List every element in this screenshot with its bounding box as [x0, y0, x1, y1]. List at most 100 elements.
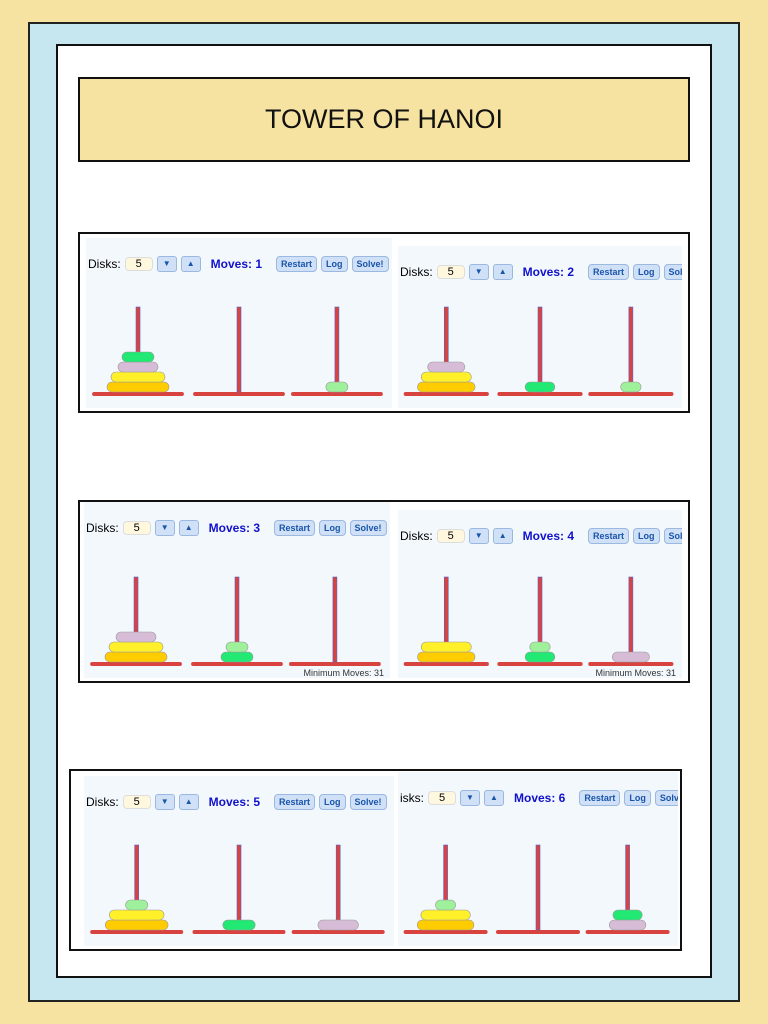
base: [291, 392, 383, 396]
disk: [529, 641, 551, 653]
disks-input[interactable]: 5: [436, 529, 465, 543]
base: [585, 930, 670, 934]
base: [92, 392, 184, 396]
button[interactable]: Restart: [588, 528, 630, 544]
disks-label: Disks:: [86, 795, 119, 809]
base: [289, 662, 381, 666]
button[interactable]: Restart: [274, 520, 316, 536]
disks-input[interactable]: 5: [122, 521, 151, 535]
decrease-button[interactable]: ▼: [468, 528, 489, 544]
base: [403, 662, 489, 666]
peg: [332, 576, 338, 663]
base: [403, 392, 489, 396]
disk: [104, 651, 168, 663]
disk: [524, 381, 556, 393]
disks-label: Disks:: [88, 257, 121, 271]
disk: [317, 919, 359, 931]
disk: [435, 899, 456, 911]
disk: [420, 641, 472, 653]
disk: [612, 651, 650, 663]
disk: [222, 919, 256, 931]
decrease-button[interactable]: ▼: [154, 520, 175, 536]
peg: [537, 306, 543, 393]
minimum-moves: Minimum Moves: 31: [595, 668, 676, 678]
decrease-button[interactable]: ▼: [460, 790, 480, 806]
button[interactable]: Log: [321, 256, 348, 272]
disk: [115, 631, 157, 643]
disks-label: Disks:: [86, 521, 119, 535]
moves: Moves: 2: [522, 265, 575, 279]
panel: Disks: 5 ▼ ▲ Moves: 3 Restart Log Solve! Minimum…: [84, 502, 390, 678]
disks-label: Disks:: [400, 529, 433, 543]
decrease-button[interactable]: ▼: [468, 264, 489, 280]
disk: [620, 381, 642, 393]
base: [497, 662, 583, 666]
towers: [403, 576, 674, 666]
button[interactable]: Solve!: [663, 264, 682, 280]
disks-label: isks:: [400, 791, 424, 805]
increase-button[interactable]: ▲: [492, 264, 513, 280]
base: [496, 930, 580, 934]
increase-button[interactable]: ▲: [180, 256, 201, 272]
peg: [236, 844, 242, 931]
toolbar: Disks: 5 ▼ ▲ Moves: 1 Restart Log Solve!: [88, 256, 389, 272]
disks-input[interactable]: 5: [428, 791, 456, 805]
panel: Disks: 5 ▼ ▲ Moves: 1 Restart Log Solve!: [86, 238, 392, 408]
disk: [417, 381, 476, 393]
disks-input[interactable]: 5: [436, 265, 465, 279]
disks-input[interactable]: 5: [124, 257, 153, 271]
button[interactable]: Solve!: [349, 520, 387, 536]
moves: Moves: 5: [208, 795, 261, 809]
moves: Moves: 6: [514, 791, 566, 805]
disk: [110, 371, 166, 383]
peg: [535, 844, 541, 931]
towers: [403, 306, 674, 396]
button[interactable]: Solve!: [349, 794, 387, 810]
base: [192, 930, 286, 934]
button[interactable]: Log: [633, 264, 660, 280]
disk: [125, 899, 149, 911]
button[interactable]: Log: [319, 794, 346, 810]
button[interactable]: Restart: [588, 264, 630, 280]
disk: [225, 641, 249, 653]
decrease-button[interactable]: ▼: [154, 794, 175, 810]
disk: [427, 361, 466, 373]
base: [588, 662, 674, 666]
towers: [90, 576, 381, 666]
button[interactable]: Log: [624, 790, 651, 806]
disk: [108, 641, 164, 653]
title: TOWER OF HANOI: [78, 77, 690, 162]
button[interactable]: Restart: [579, 790, 621, 806]
disk: [608, 919, 647, 931]
disk: [420, 371, 472, 383]
base: [403, 930, 488, 934]
peg: [335, 844, 341, 931]
base: [193, 392, 285, 396]
increase-button[interactable]: ▲: [178, 794, 199, 810]
button[interactable]: Solve!: [351, 256, 389, 272]
disk: [420, 909, 471, 921]
increase-button[interactable]: ▲: [492, 528, 513, 544]
button[interactable]: Log: [633, 528, 660, 544]
toolbar: Disks: 5 ▼ ▲ Moves: 5 Restart Log Solve!: [86, 794, 387, 810]
disk: [417, 651, 476, 663]
disk: [109, 909, 165, 921]
disk: [220, 651, 254, 663]
disks-input[interactable]: 5: [122, 795, 151, 809]
increase-button[interactable]: ▲: [484, 790, 504, 806]
decrease-button[interactable]: ▼: [156, 256, 177, 272]
toolbar: Disks: 5 ▼ ▲ Moves: 3 Restart Log Solve!: [86, 520, 387, 536]
button[interactable]: Restart: [276, 256, 318, 272]
button[interactable]: Solve!: [654, 790, 678, 806]
base: [588, 392, 674, 396]
peg: [334, 306, 340, 393]
base: [291, 930, 385, 934]
increase-button[interactable]: ▲: [178, 520, 199, 536]
button[interactable]: Log: [319, 520, 346, 536]
button[interactable]: Restart: [274, 794, 316, 810]
button[interactable]: Solve!: [663, 528, 682, 544]
